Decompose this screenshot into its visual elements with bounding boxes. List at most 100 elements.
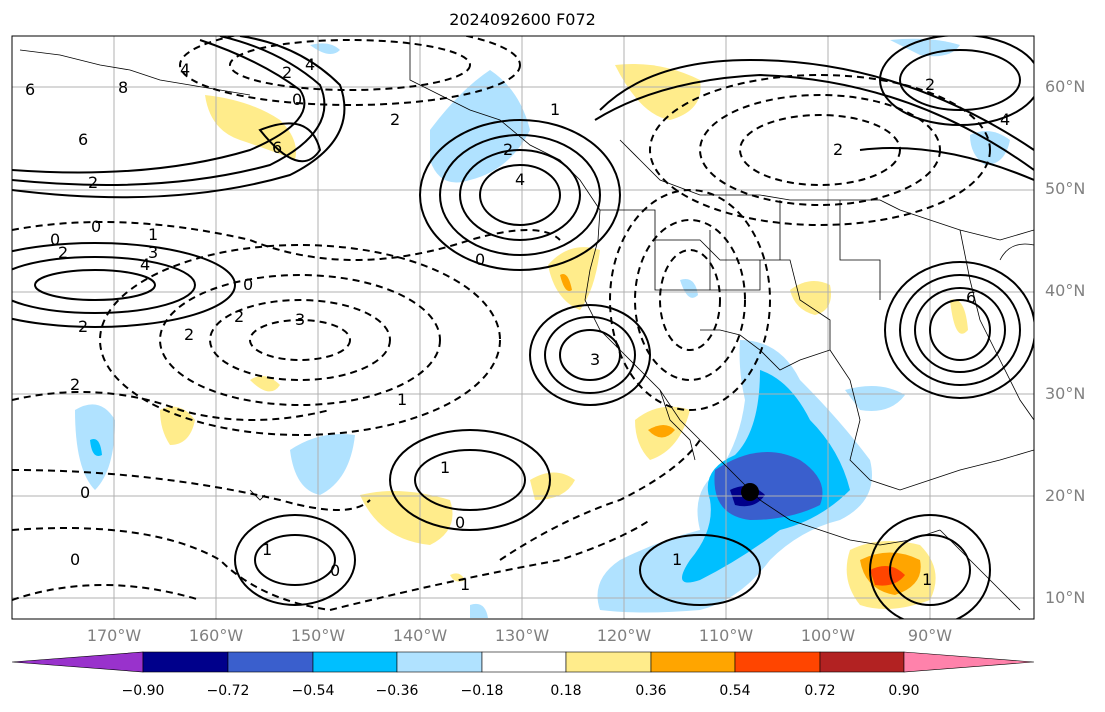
colorbar-tick-label: −0.18 (460, 683, 504, 699)
lon-label: 130°W (494, 626, 550, 645)
contour-label: 6 (25, 80, 35, 99)
colorbar-segment (312, 651, 398, 673)
plot-frame (11, 35, 1035, 620)
shade-region (950, 299, 968, 334)
contour-label: 3 (590, 350, 600, 369)
colorbar-segment (565, 651, 652, 673)
map-title: 2024092600 F072 (449, 10, 596, 29)
lat-label: 40°N (1045, 281, 1086, 300)
shade-region (160, 406, 195, 445)
shade-region (870, 566, 905, 586)
colorbar-tick-label: 0.18 (550, 683, 582, 699)
shade-region (845, 386, 905, 411)
contour-label: 1 (397, 390, 407, 409)
shading-layer (75, 38, 1010, 618)
contour-label: 1 (550, 100, 560, 119)
contour-label: 6 (966, 288, 976, 307)
contour-label: 0 (70, 550, 80, 569)
colorbar-segment (734, 651, 821, 673)
contour-label: 0 (80, 483, 90, 502)
shade-region (530, 472, 575, 500)
contour-label: 1 (672, 550, 682, 569)
colorbar-segment (481, 651, 567, 673)
contour-label: 4 (180, 60, 190, 79)
shade-region (90, 439, 102, 456)
shade-region (250, 376, 280, 392)
lat-label: 30°N (1045, 384, 1086, 403)
contour-label: 1 (262, 540, 272, 559)
contour-label: 1 (148, 225, 158, 244)
contour-label: 2 (58, 243, 68, 262)
contour-label: 2 (184, 325, 194, 344)
colorbar-low-extension (11, 651, 144, 673)
lat-label: 10°N (1045, 588, 1086, 607)
colorbar-segment (227, 651, 314, 673)
lat-label: 60°N (1045, 77, 1086, 96)
lon-label: 100°W (800, 626, 856, 645)
colorbar-segment (819, 651, 905, 673)
contour-label: 3 (295, 310, 305, 329)
contour-label: 0 (330, 561, 340, 580)
shade-region (560, 274, 572, 291)
lon-label: 140°W (392, 626, 448, 645)
colorbar-tick-label: 0.72 (804, 683, 836, 699)
lon-label: 150°W (290, 626, 346, 645)
contour-label: 0 (455, 513, 465, 532)
shade-region (648, 425, 675, 438)
colorbar-tick-label: 0.54 (719, 683, 751, 699)
contour-label: 4 (140, 255, 150, 274)
colorbar-tick-label: 0.36 (635, 683, 667, 699)
lat-label: 50°N (1045, 179, 1086, 198)
contour-label: 4 (305, 55, 315, 74)
contour-label: 6 (272, 138, 282, 157)
contour-label: 2 (282, 63, 292, 82)
colorbar-segment (142, 651, 229, 673)
coastlines (19, 36, 1034, 611)
colorbar-tick-label: 0.90 (888, 683, 920, 699)
lon-label: 110°W (698, 626, 754, 645)
contour-label: 2 (78, 317, 88, 336)
contour-label: 1 (460, 575, 470, 594)
contour-label: 2 (925, 75, 935, 94)
colorbar-segment (650, 651, 736, 673)
contour-label: 6 (78, 130, 88, 149)
lon-label: 90°W (907, 626, 953, 645)
dashed-contours (12, 36, 991, 611)
colorbar-segment (396, 651, 483, 673)
contour-label: 0 (292, 90, 302, 109)
lon-label: 170°W (86, 626, 142, 645)
shade-region (290, 434, 355, 495)
contour-label: 3 (148, 243, 158, 262)
lon-label: 160°W (188, 626, 244, 645)
colorbar (11, 651, 1035, 673)
storm-center-marker (741, 483, 759, 501)
colorbar-tick-label: −0.90 (121, 683, 165, 699)
colorbar-tick-label: −0.54 (291, 683, 335, 699)
contour-label: 0 (91, 217, 101, 236)
contour-label: 0 (50, 230, 60, 249)
contour-labels: 6 8 4 6 2 6 2 0 0 2 4 2 2 3 1 4 2 0 0 2 … (25, 55, 1010, 594)
contour-label: 4 (515, 170, 525, 189)
contour-label: 2 (503, 140, 513, 159)
shade-region (360, 491, 453, 545)
contour-label: 0 (475, 250, 485, 269)
contour-label: 2 (70, 375, 80, 394)
shade-region (470, 603, 488, 618)
colorbar-high-extension (903, 651, 1035, 673)
contour-label: 2 (88, 173, 98, 192)
colorbar-tick-label: −0.72 (206, 683, 250, 699)
contour-label: 1 (440, 458, 450, 477)
solid-contours (12, 36, 1034, 619)
contour-label: 8 (118, 78, 128, 97)
colorbar-tick-label: −0.36 (375, 683, 419, 699)
contour-label: 4 (1000, 110, 1010, 129)
contour-label: 1 (922, 570, 932, 589)
lat-label: 20°N (1045, 486, 1086, 505)
contour-label: 2 (234, 307, 244, 326)
lon-label: 120°W (596, 626, 652, 645)
contour-label: 2 (833, 140, 843, 159)
contour-label: 2 (390, 110, 400, 129)
shade-region (790, 281, 831, 315)
contour-label: 0 (243, 275, 253, 294)
